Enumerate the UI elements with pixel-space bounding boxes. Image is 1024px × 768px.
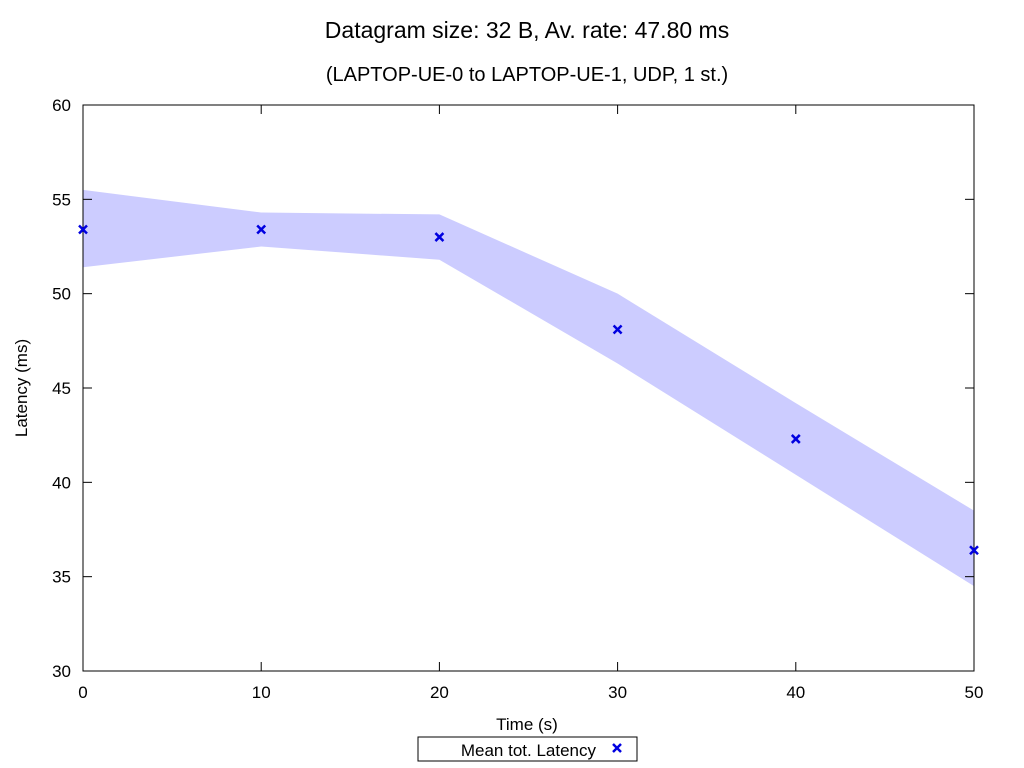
plot-frame xyxy=(82,104,975,672)
data-point-marker xyxy=(612,324,623,335)
y-tick-label: 40 xyxy=(52,473,71,492)
data-point-marker xyxy=(256,224,267,235)
axis-ticks: 0 10 20 30 40 50 30 35 40 45 50 55 60 xyxy=(52,96,983,702)
legend: Mean tot. Latency xyxy=(417,736,638,762)
data-markers xyxy=(78,224,979,556)
x-tick-label: 0 xyxy=(78,683,87,702)
y-axis-label: Latency (ms) xyxy=(12,339,31,437)
x-tick-label: 10 xyxy=(252,683,271,702)
chart-title: Datagram size: 32 B, Av. rate: 47.80 ms xyxy=(325,17,729,43)
chart-subtitle: (LAPTOP-UE-0 to LAPTOP-UE-1, UDP, 1 st.) xyxy=(326,64,728,86)
data-point-marker xyxy=(969,545,979,556)
y-tick-label: 30 xyxy=(52,662,71,681)
legend-label: Mean tot. Latency xyxy=(461,741,597,760)
legend-x-marker xyxy=(612,743,622,753)
legend-marker-icon xyxy=(612,743,622,753)
legend-box xyxy=(417,736,638,762)
x-tick-label: 30 xyxy=(608,683,627,702)
confidence-band xyxy=(83,189,974,587)
data-point-marker xyxy=(790,434,801,444)
y-tick-label: 35 xyxy=(52,568,71,587)
y-tick-label: 55 xyxy=(52,190,71,209)
data-point-marker xyxy=(434,232,445,242)
y-tick-label: 45 xyxy=(52,379,71,398)
data-point-marker xyxy=(78,224,88,235)
x-axis-label: Time (s) xyxy=(496,715,558,734)
y-tick-label: 50 xyxy=(52,285,71,304)
x-tick-label: 40 xyxy=(786,683,805,702)
x-tick-label: 20 xyxy=(430,683,449,702)
y-tick-label: 60 xyxy=(52,96,71,115)
confidence-band-layer xyxy=(83,189,974,587)
x-tick-label: 50 xyxy=(965,683,984,702)
